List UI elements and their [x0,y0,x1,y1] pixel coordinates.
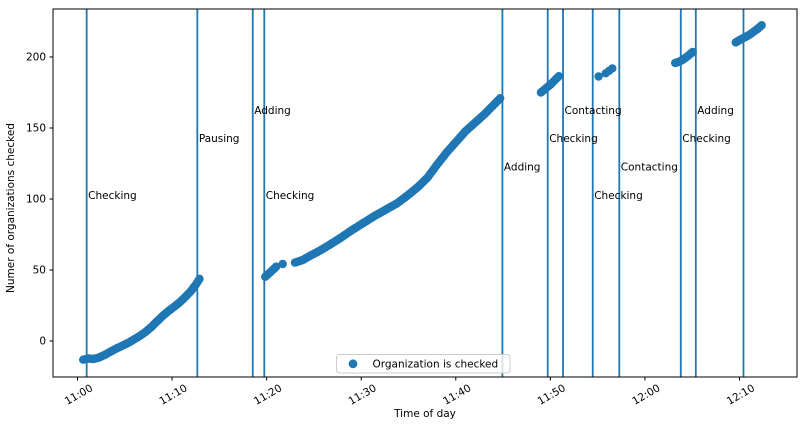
event-labels-layer: Checking Pausing Adding Checking Adding Check… [88,105,734,202]
plot-frame [52,8,798,378]
event-label: Checking [549,133,598,145]
scatter-point [688,47,697,57]
scatter-point [608,64,617,73]
scatter-point [278,259,287,269]
y-axis-label: Numer of organizations checked [5,123,17,293]
event-label: Checking [682,133,731,145]
event-label: Checking [266,190,315,202]
scatter-point [271,262,281,271]
event-label: Contacting [621,162,678,174]
legend: Organization is checked [336,354,511,374]
y-tick-label: 150 [26,122,46,134]
y-tick-label: 50 [33,265,46,277]
scatter-point [757,21,766,30]
legend-label: Organization is checked [373,359,499,371]
event-label: Adding [697,105,734,117]
event-label: Checking [88,190,137,202]
y-tick-label: 0 [39,336,46,348]
event-lines-layer [85,9,745,377]
event-label: Contacting [565,105,622,117]
scatter-point [554,72,564,81]
y-axis-ticks: 0 50 100 150 200 [26,51,53,348]
legend-marker-icon [348,359,358,369]
event-label: Pausing [199,133,240,145]
event-label: Checking [594,190,643,202]
x-axis-label: Time of day [393,408,456,420]
y-tick-label: 100 [26,193,46,205]
scatter-point [195,274,204,283]
scatter-points-layer [79,21,766,364]
event-label: Adding [254,105,291,117]
legend-box [336,354,511,374]
event-label: Adding [504,162,541,174]
scatter-point [594,72,603,81]
y-tick-label: 200 [26,51,46,63]
scatter-point [496,94,505,103]
